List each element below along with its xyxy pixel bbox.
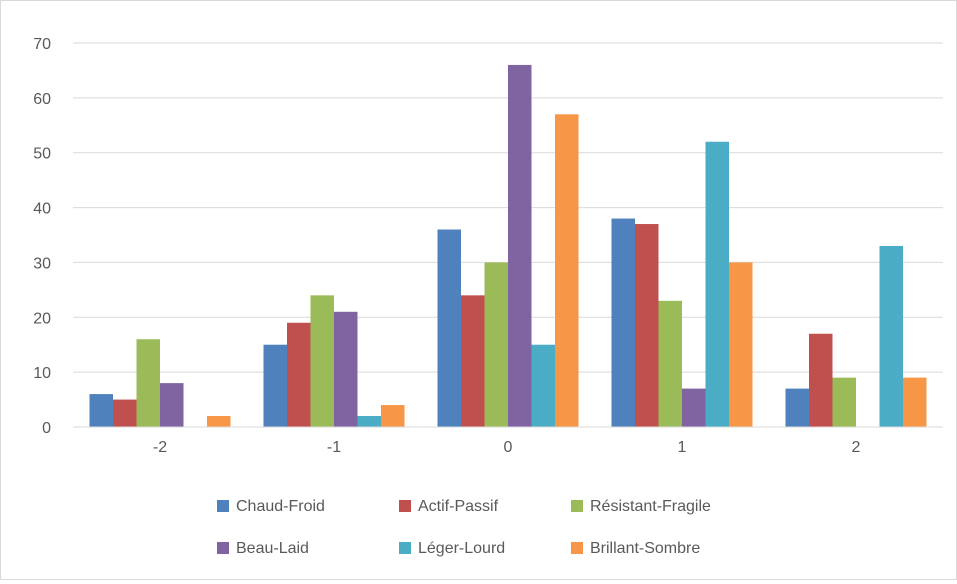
bar (729, 262, 753, 427)
bar (334, 311, 358, 427)
legend-swatch (217, 500, 229, 512)
bar (682, 388, 706, 427)
bar (611, 218, 635, 427)
x-tick-label: 1 (678, 439, 687, 456)
y-axis: 0 10 20 30 40 50 60 70 (33, 36, 51, 437)
bar (113, 399, 137, 427)
bar (437, 229, 461, 427)
legend-label: Résistant-Fragile (590, 498, 711, 515)
y-tick-label: 40 (33, 201, 51, 218)
bar (263, 344, 287, 427)
legend-swatch (399, 542, 411, 554)
bar (555, 114, 579, 428)
bar (832, 377, 856, 427)
legend-swatch (399, 500, 411, 512)
y-tick-label: 10 (33, 365, 51, 382)
legend-item: Résistant-Fragile (571, 498, 711, 515)
legend-item: Beau-Laid (217, 540, 309, 557)
legend: Chaud-Froid Actif-Passif Résistant-Fragile… (217, 498, 711, 557)
bar (310, 295, 334, 427)
bar (809, 333, 833, 427)
legend-label: Brillant-Sombre (590, 540, 700, 557)
x-tick-label: -2 (153, 439, 167, 456)
legend-item: Brillant-Sombre (571, 540, 700, 557)
bar (903, 377, 927, 427)
bar (461, 295, 485, 427)
x-tick-label: -1 (327, 439, 341, 456)
bar (705, 141, 729, 427)
y-tick-label: 20 (33, 310, 51, 327)
legend-label: Chaud-Froid (236, 498, 325, 515)
bar (531, 344, 555, 427)
bar (207, 416, 231, 427)
legend-swatch (571, 542, 583, 554)
y-tick-label: 30 (33, 255, 51, 272)
bar (287, 322, 311, 427)
x-axis: -2 -1 0 1 2 (73, 426, 943, 456)
bar (879, 245, 903, 427)
bar (89, 394, 113, 427)
y-tick-label: 0 (42, 420, 51, 437)
bars (89, 64, 927, 428)
y-tick-label: 60 (33, 91, 51, 108)
bar (357, 416, 381, 427)
bar (635, 224, 659, 427)
legend-swatch (571, 500, 583, 512)
bar (136, 339, 160, 427)
legend-swatch (217, 542, 229, 554)
bar (658, 300, 682, 427)
legend-item: Léger-Lourd (399, 540, 505, 557)
y-tick-label: 70 (33, 36, 51, 53)
legend-label: Beau-Laid (236, 540, 309, 557)
y-tick-label: 50 (33, 146, 51, 163)
legend-label: Léger-Lourd (418, 540, 505, 557)
bar (484, 262, 508, 427)
legend-item: Chaud-Froid (217, 498, 325, 515)
bar (785, 388, 809, 427)
legend-label: Actif-Passif (418, 498, 499, 515)
x-tick-label: 2 (852, 439, 861, 456)
x-tick-label: 0 (504, 439, 513, 456)
bar (381, 405, 405, 427)
legend-item: Actif-Passif (399, 498, 499, 515)
bar (508, 64, 532, 427)
bar (160, 383, 184, 427)
